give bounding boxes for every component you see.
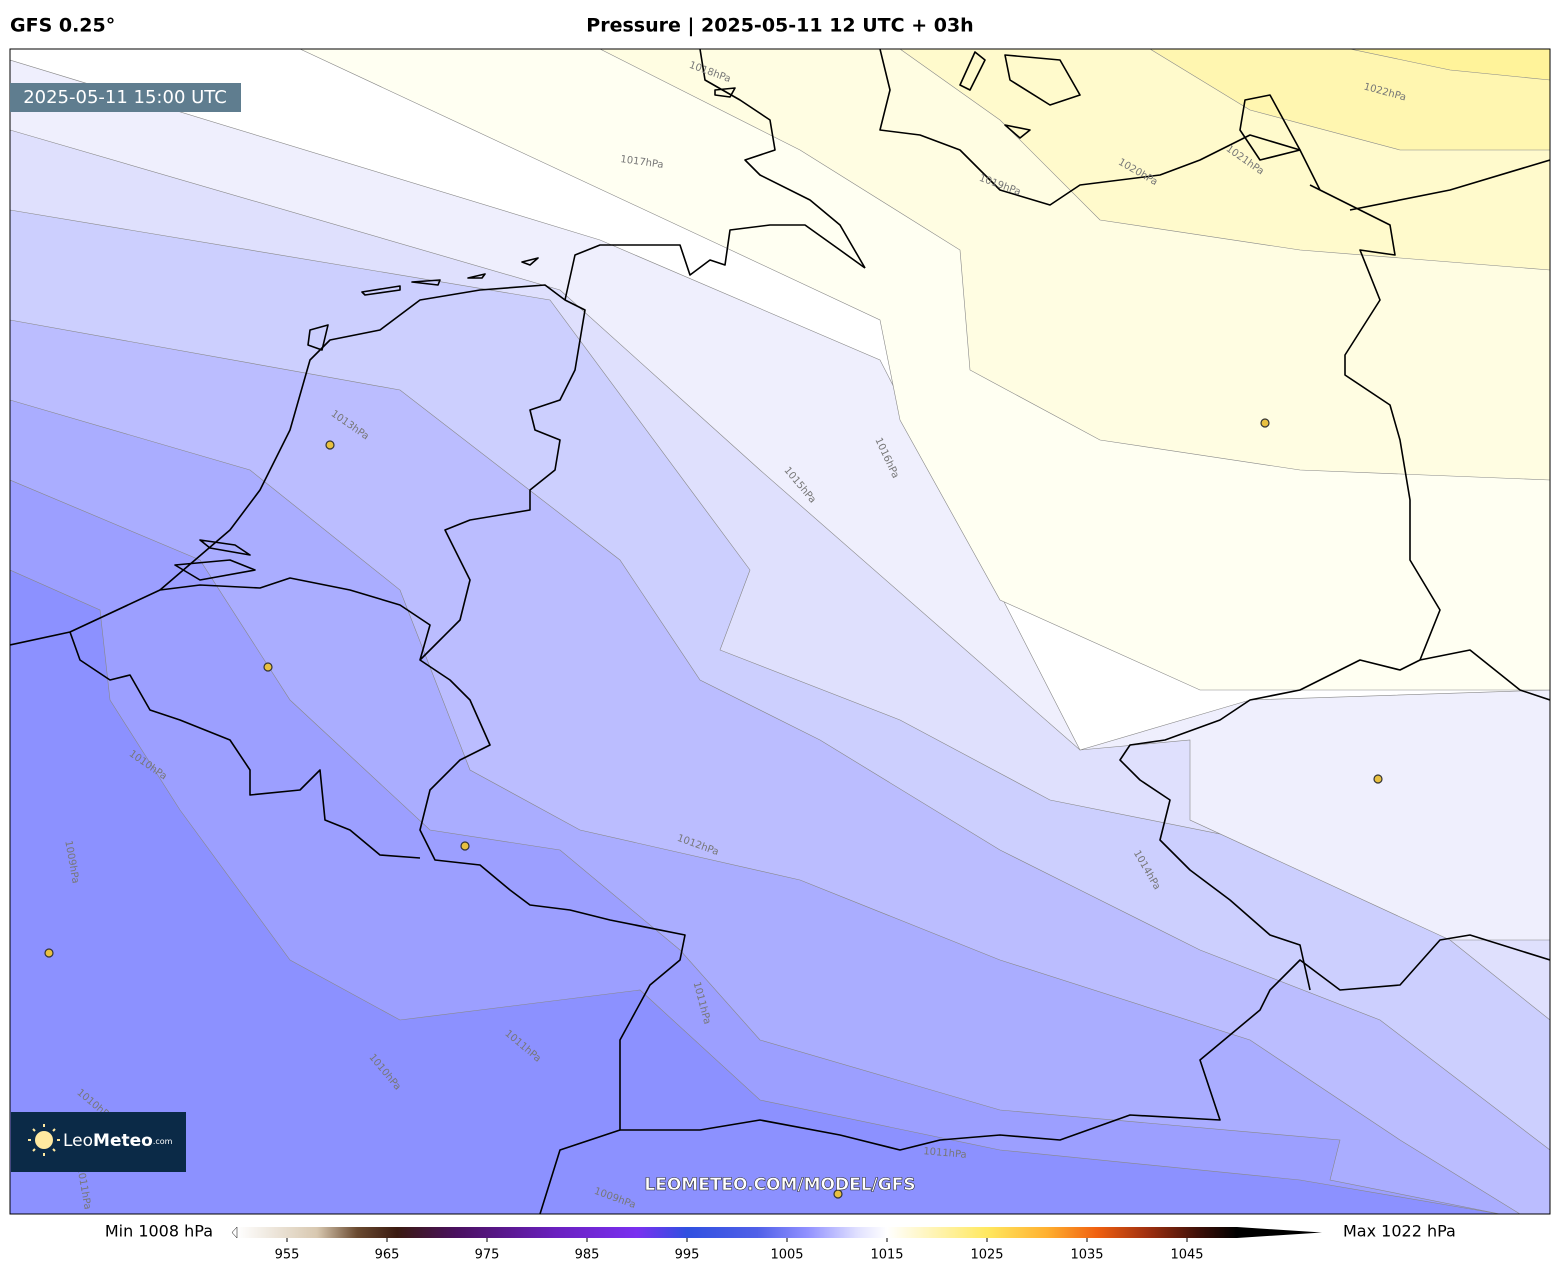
isobar — [1149, 49, 1550, 151]
map-frame — [9, 48, 1551, 1215]
colorbar-tick-label: 1005 — [770, 1248, 803, 1262]
title: Pressure | 2025-05-11 12 UTC + 03h — [586, 15, 973, 37]
time-box — [10, 83, 241, 112]
colorbar-tick-label: 975 — [475, 1248, 500, 1262]
model-label: GFS 0.25° — [10, 15, 115, 37]
isobar — [10, 319, 1550, 1151]
logo-meteo: Meteo — [93, 1131, 153, 1151]
colorbar-tick-label: 995 — [675, 1248, 700, 1262]
colorbar-arrow — [1237, 1227, 1322, 1238]
city-marker — [44, 948, 54, 958]
colorbar-tick-label: 1035 — [1070, 1248, 1103, 1262]
logo-com: .com — [153, 1137, 173, 1146]
city-marker — [1260, 418, 1270, 428]
city-marker — [325, 440, 335, 450]
coastlines — [10, 49, 1550, 1214]
max-label: Max 1022 hPa — [1343, 1222, 1456, 1241]
colorbar-tick-label: 1045 — [1170, 1248, 1203, 1262]
colorbar — [237, 1227, 1237, 1238]
isobar — [899, 49, 1550, 271]
isobar — [10, 399, 1521, 1214]
colorbar-tick-label: 965 — [375, 1248, 400, 1262]
logo-sun — [35, 1131, 53, 1149]
pressure-band — [10, 49, 1550, 1214]
colorbar-tick-label: 1015 — [870, 1248, 903, 1262]
colorbar-tick-label: 1025 — [970, 1248, 1003, 1262]
city-marker — [460, 841, 470, 851]
logo-text: LeoMeteo.com — [63, 1131, 173, 1151]
isobar — [599, 49, 1550, 481]
valid-time: 2025-05-11 15:00 UTC — [23, 87, 227, 108]
city-marker — [1373, 774, 1383, 784]
isobar — [10, 569, 1501, 1214]
logo-rays — [28, 1124, 60, 1156]
isobar — [299, 49, 1550, 691]
isobar — [1349, 49, 1550, 81]
isobar — [10, 479, 1501, 1214]
logo-leo: Leo — [63, 1131, 93, 1151]
colorbar-arrow — [231, 1226, 238, 1239]
city-marker — [833, 1189, 843, 1199]
colorbar-tick-label: 955 — [275, 1248, 300, 1262]
watermark: LEOMETEO.COM/MODEL/GFS — [644, 1175, 915, 1195]
colorbar-tick-label: 985 — [575, 1248, 600, 1262]
min-label: Min 1008 hPa — [105, 1222, 213, 1241]
city-marker — [263, 662, 273, 672]
isobar-label: 1011hPa — [923, 1146, 967, 1161]
pressure-band — [10, 49, 1550, 1214]
